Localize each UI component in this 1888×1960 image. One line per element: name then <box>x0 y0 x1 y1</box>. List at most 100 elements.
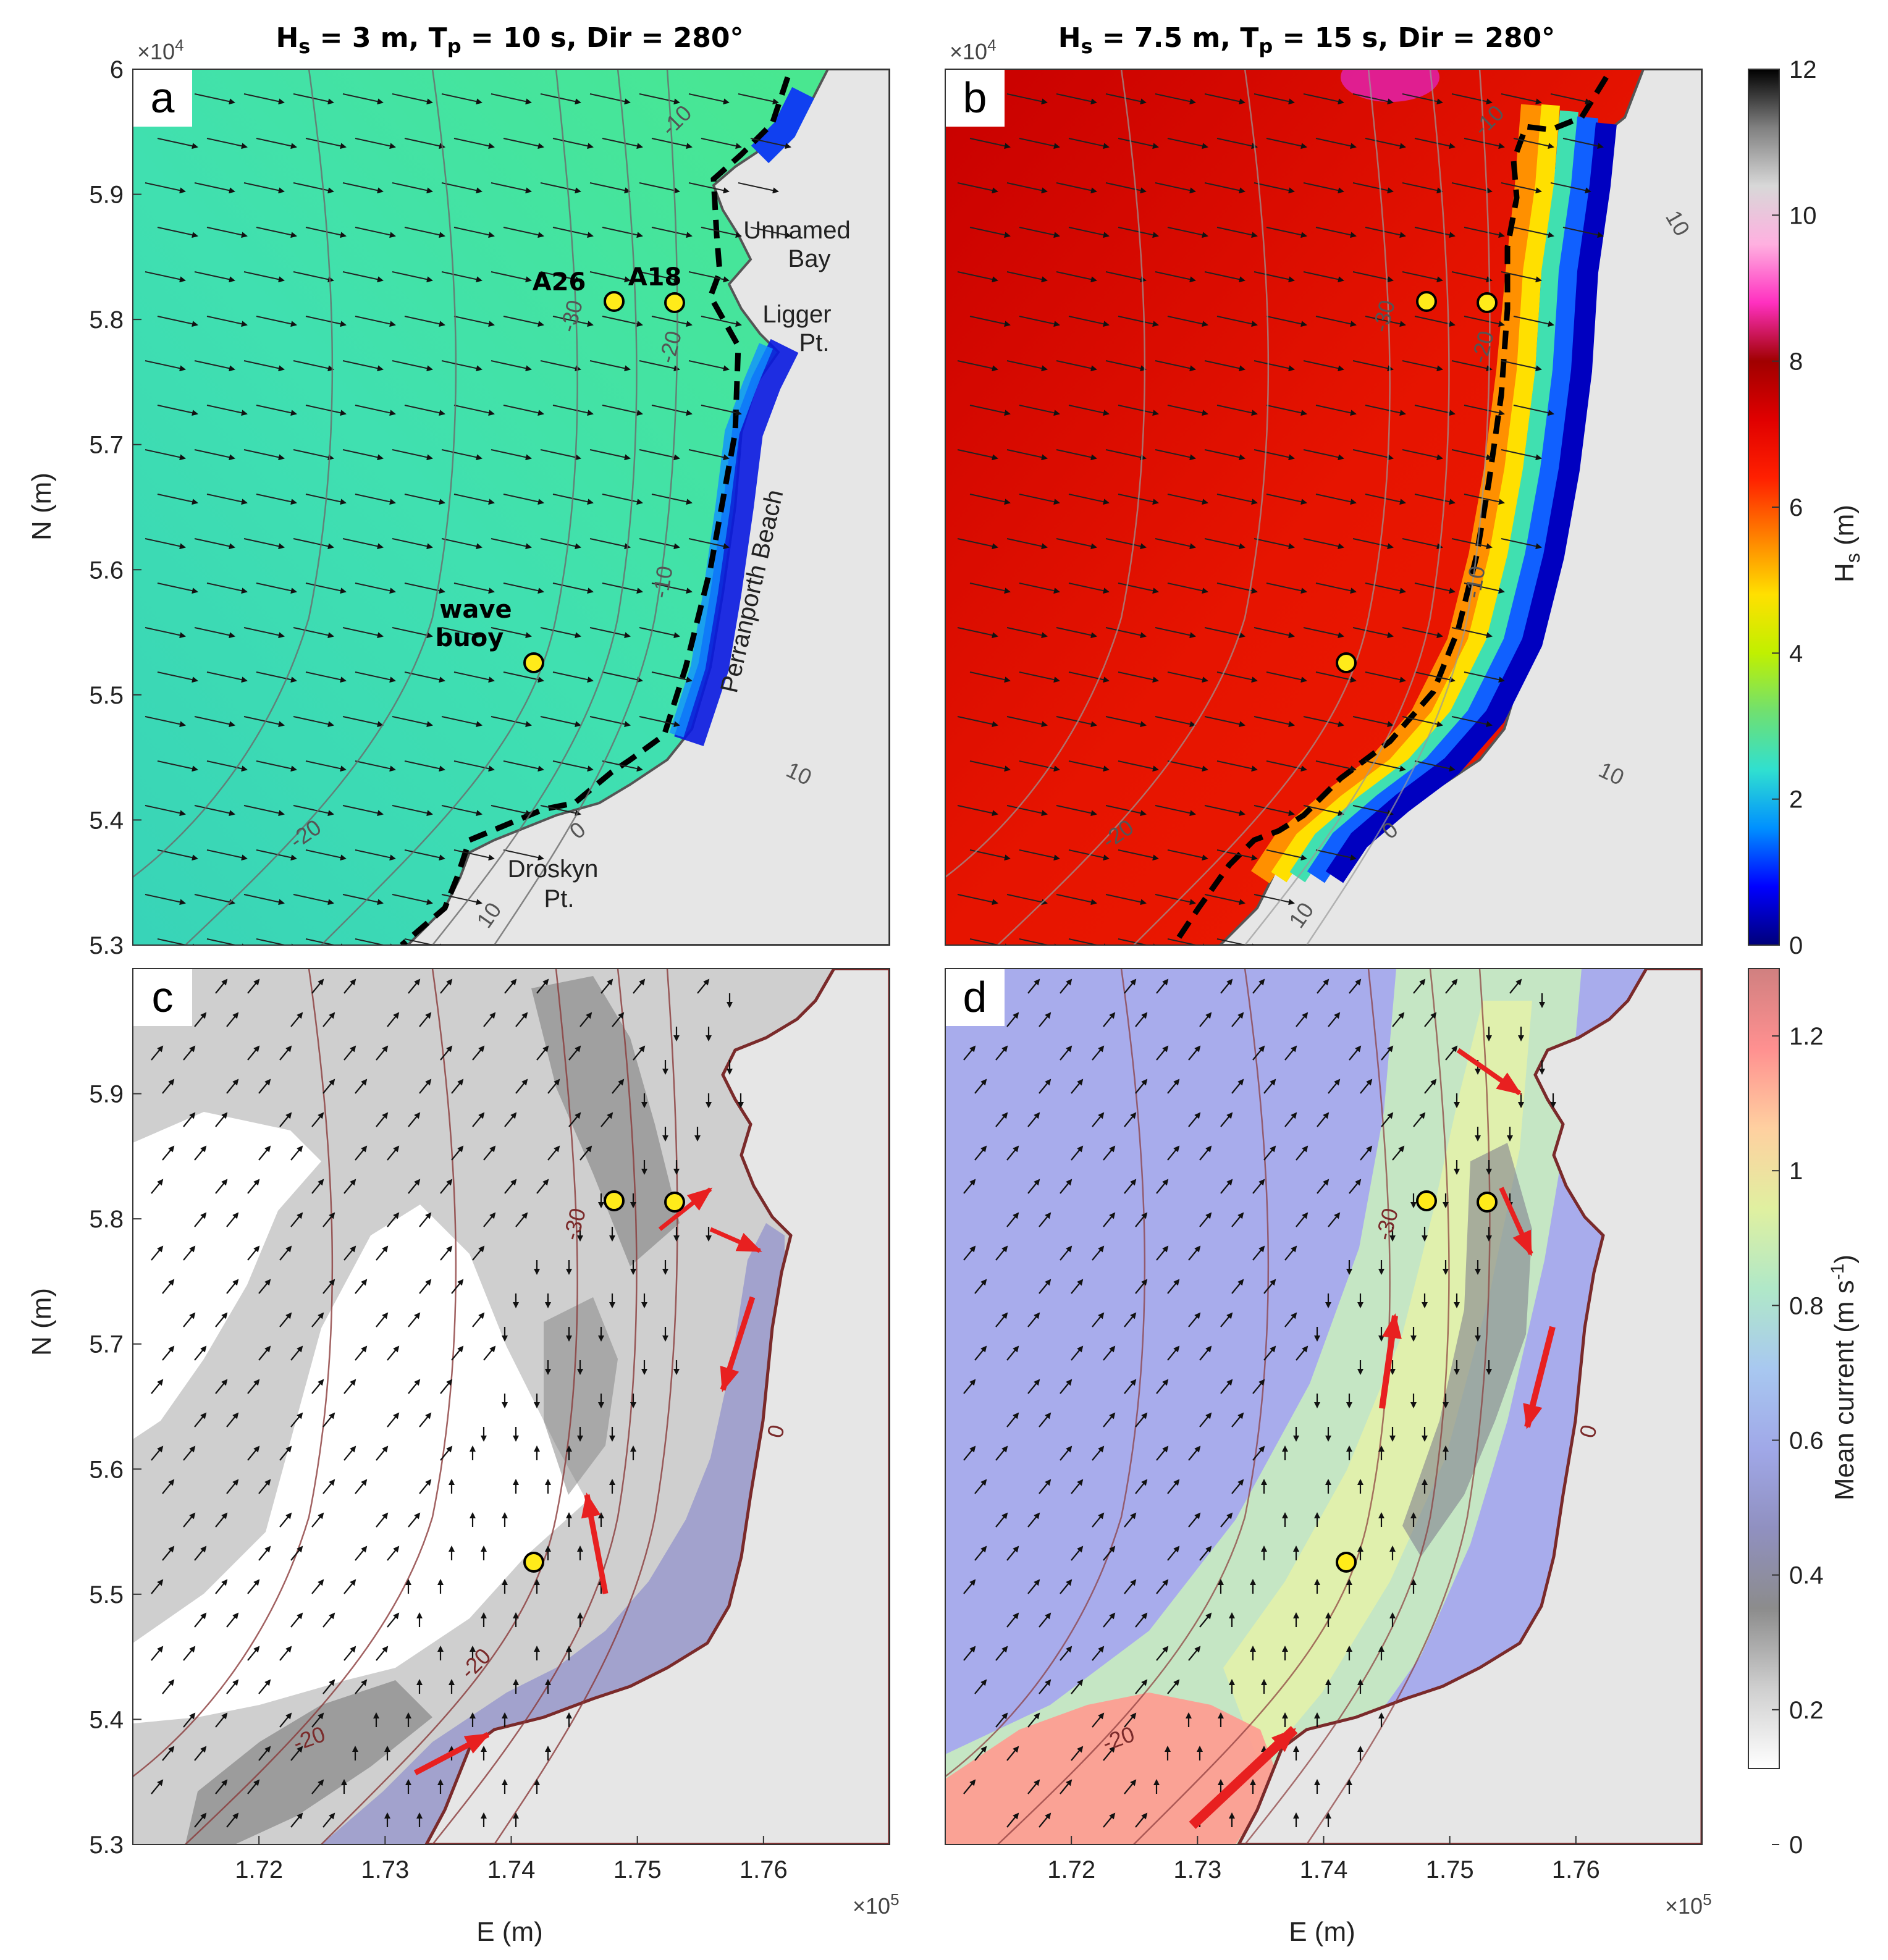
current-arrow <box>1231 1412 1244 1428</box>
current-arrow <box>1039 1612 1051 1628</box>
wave-arrow <box>552 138 594 149</box>
current-arrow <box>1317 1179 1330 1194</box>
wave-arrow <box>206 494 248 505</box>
current-arrow <box>162 1479 175 1494</box>
current-arrow <box>1039 1279 1051 1294</box>
wave-arrow <box>957 805 998 817</box>
bathy-contour <box>1244 69 1450 945</box>
colorbar-tick-label: 2 <box>1789 786 1803 814</box>
site-a26-label: A26 <box>533 268 586 297</box>
current-arrow <box>1006 1212 1019 1227</box>
wave-arrow <box>243 360 285 372</box>
wave-arrow <box>256 938 297 945</box>
wave-arrow <box>1315 494 1357 505</box>
bathy-contour <box>493 69 678 945</box>
current-arrow <box>483 1145 496 1161</box>
wave-arrow <box>1414 671 1456 683</box>
ylabel-a: N (m) <box>27 473 57 540</box>
wave-arrow <box>503 583 544 594</box>
wave-arrow <box>1513 405 1554 416</box>
wave-arrow <box>1352 538 1394 550</box>
current-arrow <box>1220 1112 1233 1127</box>
wave-arrow <box>441 538 483 550</box>
wave-arrow <box>305 405 347 416</box>
wave-arrow <box>1204 894 1245 906</box>
y-tick-label: 5.4 <box>89 1706 124 1733</box>
wave-arrow <box>404 138 445 149</box>
wave-arrow <box>305 760 347 772</box>
wave-arrow <box>503 494 544 505</box>
wave-arrow <box>1451 271 1493 283</box>
wave-arrow <box>1303 360 1344 372</box>
wave-arrow <box>355 405 396 416</box>
current-arrow <box>226 1079 239 1094</box>
axes-a <box>132 69 890 946</box>
wave-arrow <box>1216 938 1258 945</box>
current-arrow <box>1006 1145 1019 1161</box>
wave-arrow <box>1254 271 1295 283</box>
wave-arrow <box>1451 627 1493 639</box>
wave-arrow <box>1464 227 1505 238</box>
current-arrow <box>1124 1112 1137 1127</box>
wave-arrow <box>392 716 433 728</box>
surf-zone-a <box>674 339 799 746</box>
wave-arrow <box>1056 894 1097 906</box>
wave-arrow <box>1019 405 1060 416</box>
current-arrow <box>419 1079 432 1094</box>
current-arrow <box>1199 1145 1212 1161</box>
wave-arrow <box>1068 583 1110 594</box>
wave-arrow <box>1365 760 1406 772</box>
wave-arrow <box>305 849 347 861</box>
current-arrow <box>1167 1479 1180 1494</box>
current-arrow <box>1060 1445 1073 1461</box>
current-arrow <box>183 1045 196 1061</box>
wave-arrow <box>206 138 248 149</box>
wave-arrow <box>1266 583 1307 594</box>
current-arrow <box>1006 1345 1019 1361</box>
wave-arrow <box>701 138 742 149</box>
current-arrow <box>1381 1045 1394 1061</box>
colorbar-tick-label: 6 <box>1789 494 1803 521</box>
wave-arrow <box>552 671 594 683</box>
current-arrow <box>194 1746 207 1761</box>
wave-arrow <box>194 627 235 639</box>
current-arrow <box>408 1512 421 1528</box>
current-arrow <box>1071 1546 1084 1561</box>
current-arrow <box>1296 1145 1309 1161</box>
wave-arrow <box>1056 538 1097 550</box>
wave-arrow <box>1352 271 1394 283</box>
current-arrow <box>568 1112 581 1127</box>
wave-arrow <box>1550 182 1591 194</box>
wave-arrow <box>1254 182 1295 194</box>
wave-arrow <box>305 316 347 327</box>
current-arrow <box>1071 1145 1084 1161</box>
xaxis-d: 1.72 1.73 1.74 1.75 1.76 <box>1047 1836 1600 1883</box>
current-arrow <box>226 1612 239 1628</box>
current-arrow <box>633 978 646 994</box>
current-arrow <box>183 1245 196 1261</box>
x-tick-label: 1.72 <box>235 1856 283 1883</box>
current-arrow <box>215 1179 228 1194</box>
wave-arrow <box>441 716 483 728</box>
current-arrow <box>376 1512 389 1528</box>
current-arrow <box>963 1779 976 1794</box>
wave-arrow <box>1402 93 1443 105</box>
red-arrow-c-1 <box>413 1732 491 1775</box>
wave-arrow <box>1451 182 1493 194</box>
wave-arrow <box>1266 849 1307 861</box>
wave-arrow <box>1315 405 1357 416</box>
current-arrow <box>1006 1012 1019 1027</box>
wave-arrow <box>1204 716 1245 728</box>
bathy-contour <box>185 69 457 945</box>
wave-arrow <box>491 716 532 728</box>
wave-arrow <box>1006 449 1048 461</box>
current-arrows-c <box>151 978 744 1828</box>
wave-arrow <box>651 494 693 505</box>
wave-arrow <box>589 627 631 639</box>
wave-arrow <box>293 894 334 906</box>
wave-arrow <box>491 93 532 105</box>
current-arrow <box>408 978 421 994</box>
current-arrow <box>355 1345 368 1361</box>
current-arrow <box>376 1045 389 1061</box>
wave-arrow <box>1254 716 1295 728</box>
